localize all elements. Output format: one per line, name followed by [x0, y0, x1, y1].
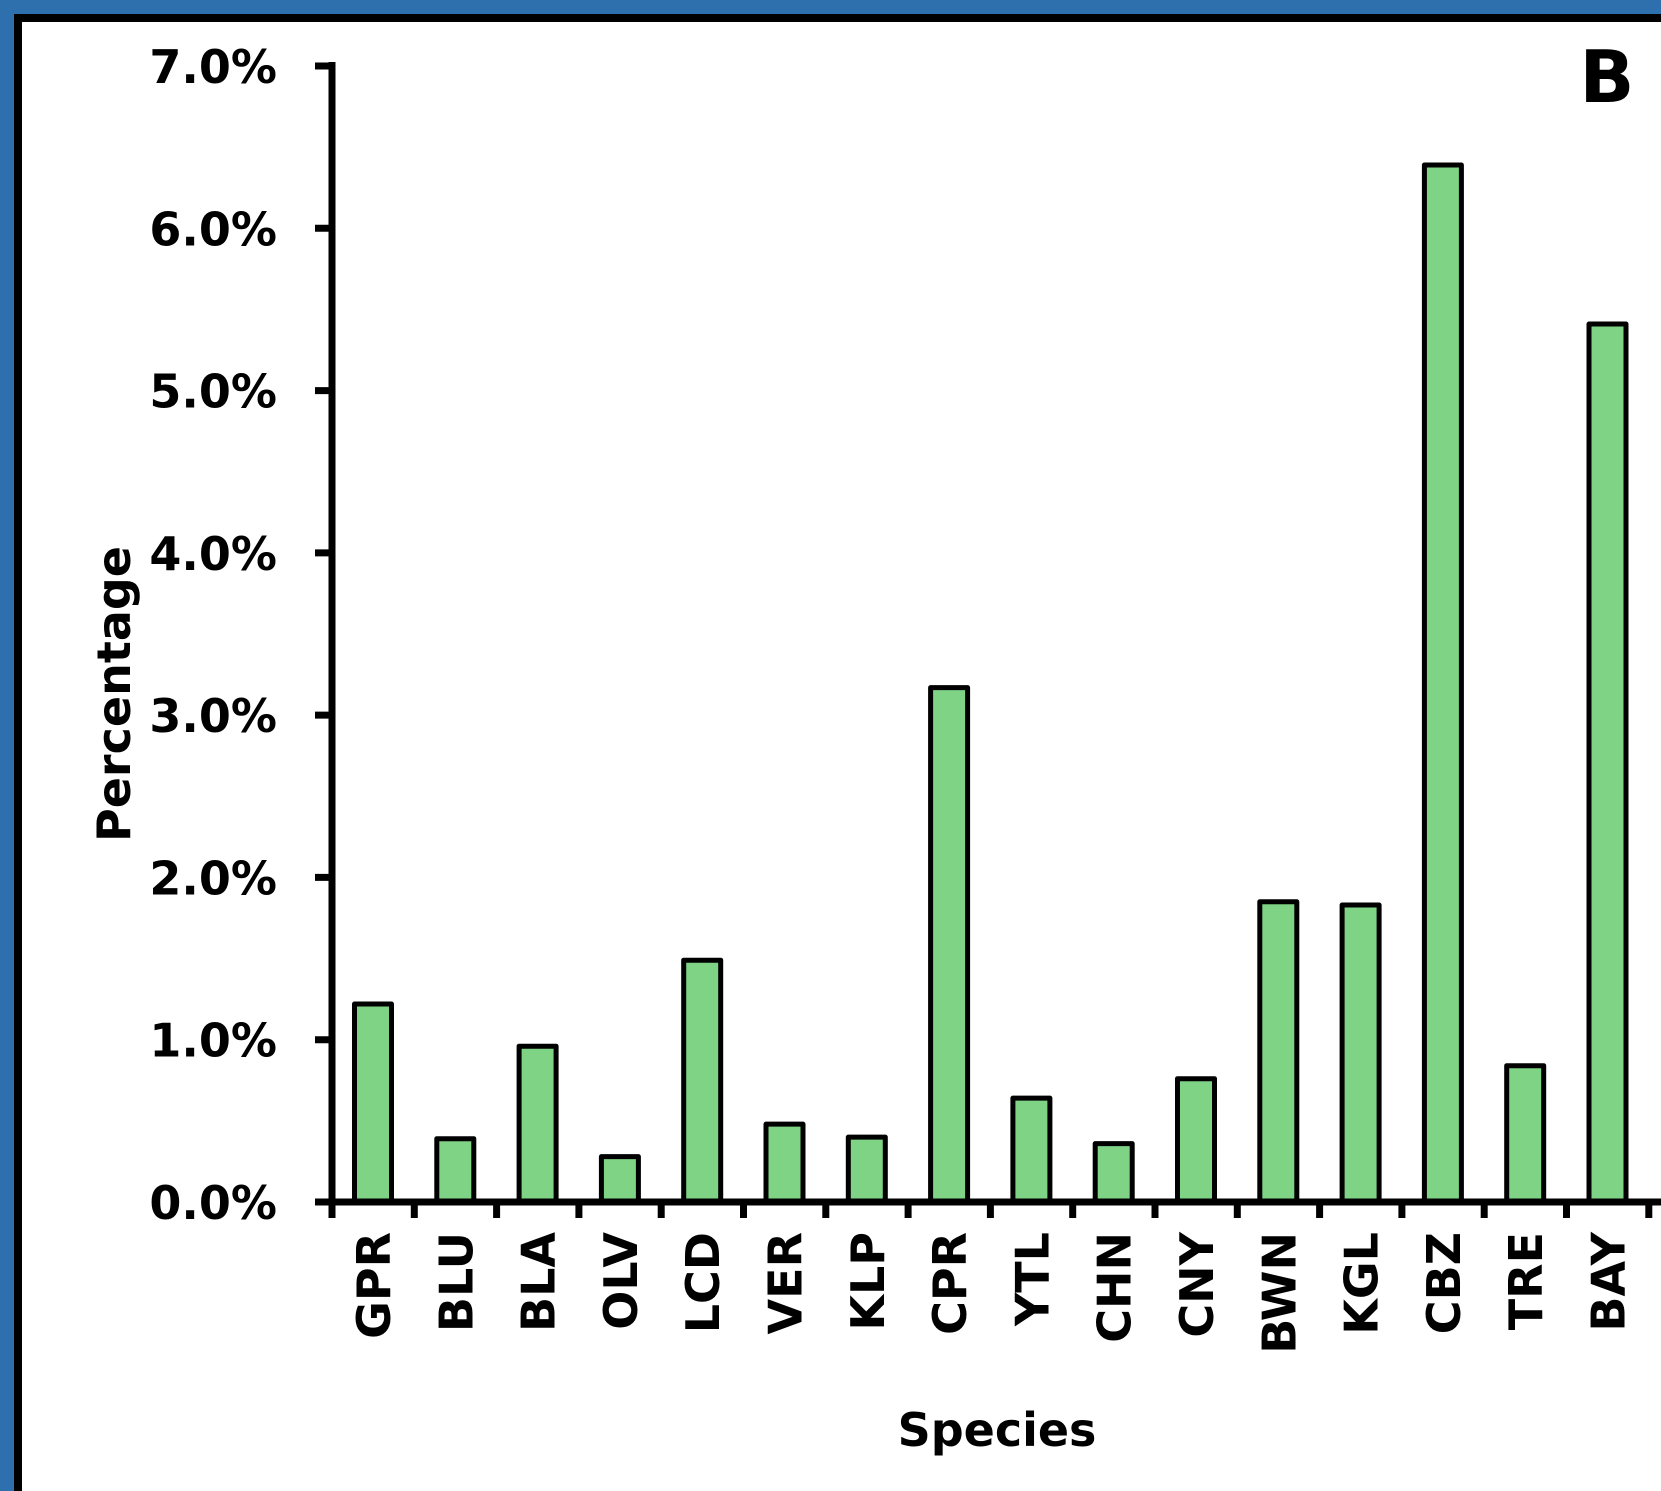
bar-cbz [1421, 162, 1464, 1205]
x-tick-label-lcd: LCD [676, 1232, 730, 1333]
bar-olv [598, 1154, 641, 1205]
x-tick-label-cbz: CBZ [1417, 1232, 1471, 1334]
y-tick-label: 3.0% [149, 689, 277, 743]
x-tick-labels: GPR BLU BLA OLV LCD VER KLP CPR YTL CHN CNY BWN KGL C… [347, 1231, 1636, 1353]
y-tick-label: 1.0% [149, 1014, 277, 1068]
x-axis-label: Species [898, 1403, 1097, 1457]
figure-frame: B Percentage Species 0.0% 1.0% 2.0% 3.0% 4.0… [14, 14, 1661, 1491]
chart-panel: B Percentage Species 0.0% 1.0% 2.0% 3.0% 4.0… [22, 22, 1661, 1491]
bar-cpr [928, 685, 971, 1205]
y-tick-label: 4.0% [149, 527, 277, 581]
bar-klp [845, 1134, 888, 1205]
x-tick-label-chn: CHN [1088, 1232, 1142, 1343]
bar-chart: B Percentage Species 0.0% 1.0% 2.0% 3.0% 4.0… [87, 35, 1661, 1457]
y-tick-label: 5.0% [149, 365, 277, 419]
bar-kgl [1339, 902, 1382, 1205]
x-tick-label-klp: KLP [841, 1232, 895, 1331]
y-axis-label: Percentage [87, 546, 141, 842]
bar-ver [763, 1121, 806, 1205]
axes-group [315, 62, 1661, 1218]
bar-tre [1504, 1063, 1547, 1205]
x-tick-label-cny: CNY [1170, 1231, 1224, 1337]
y-tick-label: 7.0% [149, 40, 277, 94]
bars-group [352, 162, 1629, 1205]
x-tick-label-cpr: CPR [923, 1232, 977, 1335]
bar-bwn [1257, 899, 1300, 1205]
x-tick-label-olv: OLV [594, 1232, 648, 1330]
x-tick-label-gpr: GPR [347, 1232, 401, 1339]
x-tick-label-blu: BLU [429, 1232, 483, 1332]
x-tick-label-kgl: KGL [1335, 1232, 1389, 1335]
bar-blu [434, 1136, 477, 1205]
y-tick-label: 0.0% [149, 1176, 277, 1230]
bar-ytl [1010, 1095, 1053, 1205]
bar-bay [1586, 321, 1629, 1205]
y-tick-label: 6.0% [149, 202, 277, 256]
y-tick-labels: 0.0% 1.0% 2.0% 3.0% 4.0% 5.0% 6.0% 7.0% [149, 40, 277, 1230]
y-tick-label: 2.0% [149, 851, 277, 905]
x-tick-label-bla: BLA [512, 1232, 566, 1332]
x-tick-label-bwn: BWN [1252, 1232, 1306, 1354]
bar-bla [516, 1043, 559, 1205]
x-tick-label-bay: BAY [1582, 1231, 1636, 1331]
x-tick-label-tre: TRE [1499, 1232, 1553, 1330]
bar-cny [1175, 1076, 1217, 1205]
x-tick-label-ytl: YTL [1005, 1232, 1059, 1327]
x-tick-label-ver: VER [759, 1232, 813, 1334]
panel-label: B [1580, 35, 1635, 119]
bar-lcd [681, 957, 724, 1205]
bar-gpr [352, 1001, 394, 1205]
bar-chn [1092, 1141, 1135, 1205]
